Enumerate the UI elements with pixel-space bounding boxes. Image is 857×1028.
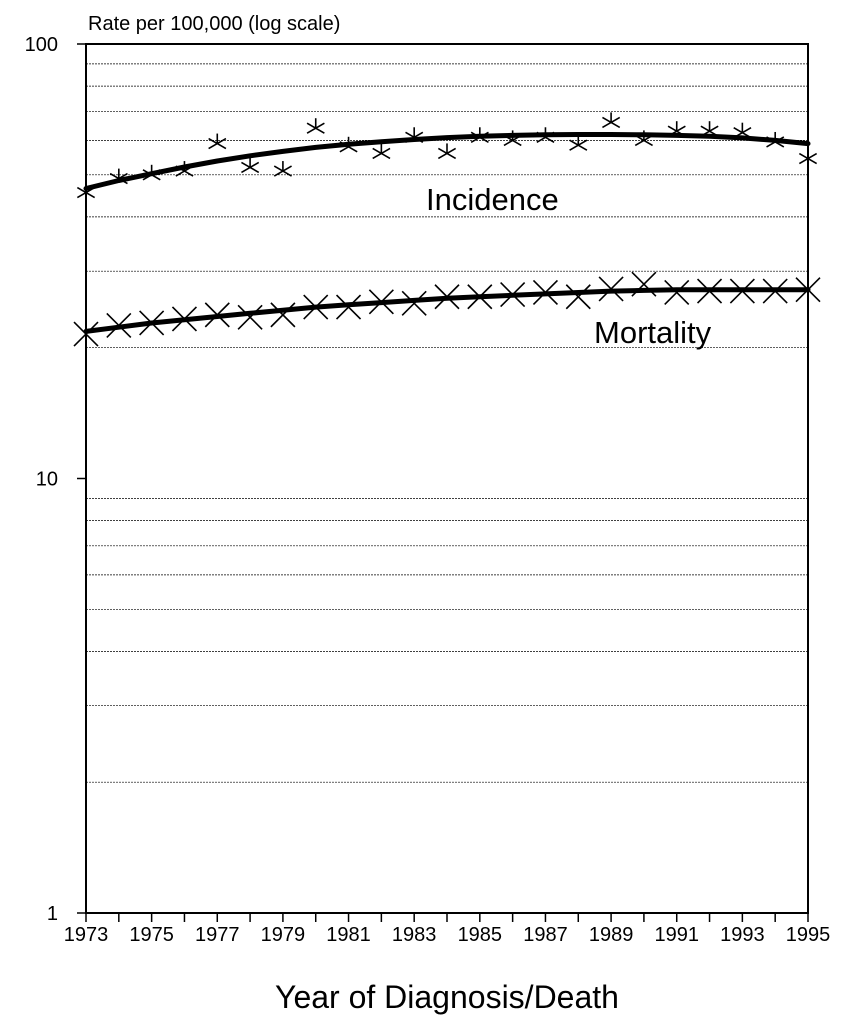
data-point-mortality [664, 279, 690, 306]
data-point-mortality [434, 284, 460, 310]
data-point-mortality [368, 289, 394, 315]
data-point-incidence [306, 118, 325, 134]
data-point-mortality [73, 321, 99, 347]
data-point-mortality [467, 284, 493, 310]
data-point-incidence [241, 157, 260, 174]
x-tick-label: 1979 [261, 924, 306, 946]
x-tick-label: 1981 [326, 924, 371, 946]
trend-line-mortality [83, 287, 811, 334]
x-tick-label: 1993 [720, 924, 765, 946]
x-tick-label: 1989 [589, 924, 634, 946]
data-point-mortality [335, 294, 362, 320]
tick-labels: 1973 1975 1977 1979 1981 1983 1985 1987 1989 1991… [25, 34, 831, 946]
data-point-mortality [795, 277, 821, 303]
y-tick-label: 100 [25, 34, 58, 56]
data-markers [73, 112, 821, 347]
data-point-mortality [500, 282, 526, 308]
data-point-incidence [437, 143, 457, 160]
data-point-mortality [303, 294, 329, 320]
data-point-mortality [598, 276, 624, 302]
data-point-mortality [762, 278, 788, 304]
data-point-incidence [634, 130, 653, 147]
data-point-incidence [766, 131, 785, 148]
data-point-mortality [139, 310, 165, 336]
series-label-incidence: Incidence [426, 182, 559, 217]
data-point-mortality [565, 284, 591, 310]
data-point-incidence [273, 161, 292, 177]
x-tick-label: 1985 [458, 924, 503, 946]
gridlines [86, 63, 808, 783]
x-tick-label: 1977 [195, 924, 240, 946]
plot-frame [85, 43, 809, 914]
x-tick-label: 1975 [129, 924, 174, 946]
data-point-mortality [106, 312, 132, 339]
x-tick-label: 1987 [523, 924, 568, 946]
data-point-incidence [667, 121, 686, 137]
data-point-incidence [142, 164, 161, 181]
data-point-incidence [536, 127, 555, 143]
data-point-incidence [798, 148, 818, 165]
data-point-mortality [237, 304, 263, 330]
x-tick-label: 1973 [64, 924, 109, 946]
data-point-mortality [171, 306, 198, 332]
data-point-mortality [204, 302, 230, 328]
data-point-incidence [109, 168, 128, 185]
data-point-incidence [503, 130, 522, 147]
data-point-incidence [339, 136, 358, 153]
trend-lines [83, 132, 811, 334]
data-point-incidence [569, 135, 588, 151]
data-point-incidence [405, 127, 424, 143]
axis-ticks [77, 43, 809, 922]
data-point-incidence [372, 143, 391, 160]
x-axis-label: Year of Diagnosis/Death [275, 979, 619, 1015]
data-point-incidence [733, 122, 752, 139]
data-point-incidence [470, 127, 489, 143]
data-point-mortality [401, 290, 427, 316]
data-point-incidence [602, 112, 621, 129]
series-label-mortality: Mortality [594, 315, 712, 350]
data-point-mortality [696, 278, 723, 304]
data-point-mortality [532, 279, 559, 306]
data-point-mortality [729, 278, 755, 304]
data-point-incidence [208, 133, 227, 150]
data-point-incidence [76, 182, 96, 199]
data-point-mortality [631, 271, 657, 297]
data-point-incidence [700, 121, 719, 137]
y-tick-label: 1 [47, 903, 58, 925]
y-axis-label: Rate per 100,000 (log scale) [88, 13, 340, 35]
x-tick-label: 1991 [654, 924, 699, 946]
y-tick-label: 10 [36, 469, 58, 491]
x-tick-label: 1995 [786, 924, 831, 946]
x-tick-label: 1983 [392, 924, 437, 946]
data-point-incidence [175, 161, 194, 177]
data-point-mortality [270, 302, 296, 328]
trend-line-incidence [83, 132, 811, 191]
